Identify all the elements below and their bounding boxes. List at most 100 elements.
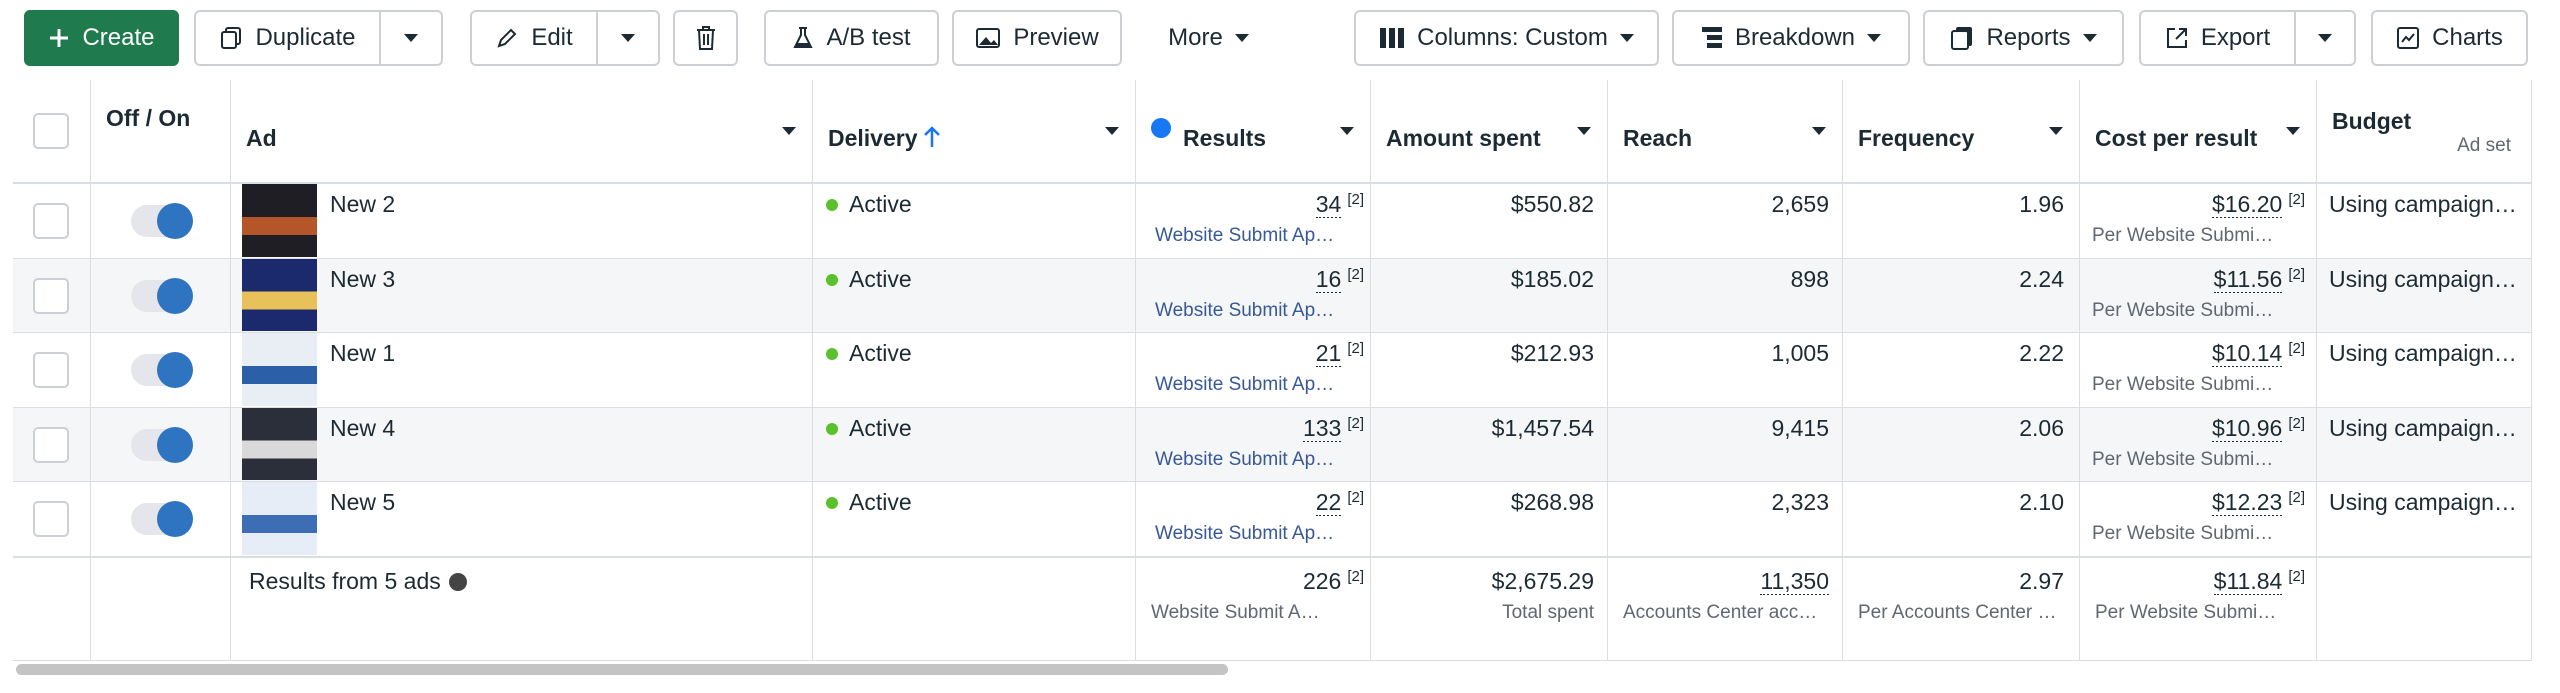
- breakdown-button[interactable]: Breakdown: [1672, 10, 1910, 66]
- label: Export: [2200, 24, 2271, 51]
- select-all-checkbox[interactable]: [33, 113, 69, 149]
- ad-name[interactable]: New 1: [330, 340, 396, 366]
- cost-type: Per Website Submi…: [2095, 601, 2277, 623]
- duplicate-button[interactable]: Duplicate: [194, 10, 381, 66]
- delivery-status: Active: [849, 265, 912, 292]
- results-type: Website Submit Ap…: [1155, 225, 1335, 246]
- results-note: [2]: [1347, 340, 1364, 357]
- ad-name[interactable]: New 4: [330, 414, 396, 441]
- sort-dropdown[interactable]: [1577, 127, 1591, 135]
- sort-dropdown[interactable]: [2049, 127, 2063, 135]
- cost-per-result: $12.23 [2]: [2079, 489, 2305, 516]
- total-cost-per-result: $11.84 [2]: [2079, 567, 2305, 595]
- label: More: [1168, 24, 1223, 51]
- results-note: [2]: [1347, 414, 1364, 432]
- caret: [621, 34, 635, 42]
- frequency: 2.06: [2019, 414, 2064, 441]
- on-off-toggle[interactable]: [131, 203, 193, 239]
- trash-icon: [696, 26, 715, 50]
- delivery-status: Active: [849, 191, 912, 217]
- row-checkbox[interactable]: [33, 501, 69, 537]
- export-dropdown[interactable]: [2294, 10, 2356, 66]
- column-header[interactable]: Ad: [246, 125, 277, 151]
- pencil-icon: [497, 28, 517, 48]
- on-off-toggle[interactable]: [131, 277, 193, 314]
- row-checkbox[interactable]: [33, 203, 69, 239]
- label: Breakdown: [1734, 24, 1856, 51]
- sort-dropdown[interactable]: [1812, 127, 1826, 135]
- row-checkbox[interactable]: [33, 277, 69, 314]
- edit-button[interactable]: Edit: [470, 10, 598, 66]
- results-value: 133: [1302, 414, 1342, 442]
- results-value: 16: [1315, 265, 1342, 293]
- results-note: [2]: [1347, 489, 1364, 506]
- budget: Using campaign…: [2329, 340, 2517, 366]
- column-header[interactable]: Budget: [2332, 108, 2412, 134]
- results-value: 21: [1315, 340, 1342, 367]
- total-amount-spent: $2,675.29: [1491, 567, 1594, 594]
- cost-type: Per Website Submi…: [2092, 374, 2274, 395]
- header-border: [13, 182, 2531, 183]
- create-button[interactable]: Create: [24, 10, 179, 66]
- ad-thumbnail: [242, 184, 317, 257]
- toggle-knob: [157, 426, 193, 463]
- on-off-toggle[interactable]: [131, 352, 193, 388]
- chart-icon: [2397, 27, 2420, 49]
- column-header[interactable]: Frequency: [1858, 125, 1975, 151]
- budget: Using campaign…: [2329, 265, 2517, 292]
- frequency: 2.22: [2019, 340, 2064, 366]
- ad-name[interactable]: New 5: [330, 489, 396, 515]
- cost-value: $12.23: [2211, 489, 2283, 516]
- row-checkbox[interactable]: [33, 352, 69, 388]
- on-off-toggle[interactable]: [131, 426, 193, 463]
- reach-type: Accounts Center acc…: [1623, 601, 1818, 623]
- column-header[interactable]: Delivery: [828, 123, 1105, 153]
- reach: 9,415: [1771, 414, 1829, 441]
- frequency-type: Per Accounts Center …: [1858, 601, 2057, 623]
- ad-thumbnail: [242, 258, 317, 331]
- cost-per-result: $16.20 [2]: [2079, 191, 2305, 218]
- caret: [1234, 34, 1249, 42]
- row-checkbox[interactable]: [33, 426, 69, 463]
- export-button[interactable]: Export: [2139, 10, 2296, 66]
- ad-name[interactable]: New 3: [330, 265, 396, 292]
- charts-button[interactable]: Charts: [2371, 10, 2528, 66]
- total-results: 226 [2]: [1135, 568, 1364, 595]
- duplicate-dropdown[interactable]: [379, 10, 443, 66]
- reach: 2,659: [1771, 191, 1829, 217]
- cost-type: Per Website Submi…: [2092, 225, 2274, 246]
- sort-dropdown[interactable]: [782, 127, 796, 135]
- edit-dropdown[interactable]: [596, 10, 660, 66]
- results-cell: 21 [2]: [1135, 340, 1364, 367]
- column-header[interactable]: Off / On: [106, 105, 191, 131]
- info-icon: [448, 572, 467, 591]
- horizontal-scrollbar[interactable]: [16, 664, 1228, 675]
- ab-test-button[interactable]: A/B test: [764, 10, 939, 66]
- sort-dropdown[interactable]: [1340, 127, 1354, 135]
- columns-icon: [1380, 28, 1405, 48]
- sort-dropdown[interactable]: [1105, 127, 1119, 135]
- reports-button[interactable]: Reports: [1923, 10, 2124, 66]
- columns-button[interactable]: Columns: Custom: [1354, 10, 1659, 66]
- column-header[interactable]: Cost per result: [2095, 125, 2258, 151]
- on-off-toggle[interactable]: [131, 501, 193, 537]
- row-background: [13, 406, 2531, 481]
- delete-button[interactable]: [673, 10, 738, 66]
- cost-note: [2]: [2288, 265, 2305, 283]
- preview-button[interactable]: Preview: [952, 10, 1122, 66]
- column-header[interactable]: Reach: [1623, 125, 1693, 151]
- cost-value: $11.84: [2213, 567, 2283, 595]
- cost-note: [2]: [2288, 489, 2305, 506]
- label: A/B test: [826, 24, 911, 51]
- budget: Using campaign…: [2329, 414, 2517, 441]
- ads-table: Off / On Ad Delivery Results Amount spent Rea…: [0, 80, 2560, 680]
- ad-name[interactable]: New 2: [330, 191, 396, 217]
- row-background: [13, 332, 2531, 407]
- sort-dropdown[interactable]: [2286, 127, 2300, 135]
- column-header[interactable]: Results: [1183, 125, 1267, 151]
- more-button[interactable]: More: [1143, 10, 1274, 66]
- row-background: [13, 257, 2531, 332]
- column-header[interactable]: Amount spent: [1386, 125, 1541, 151]
- results-type: Website Submit Ap…: [1155, 374, 1335, 395]
- label: Duplicate: [255, 24, 356, 51]
